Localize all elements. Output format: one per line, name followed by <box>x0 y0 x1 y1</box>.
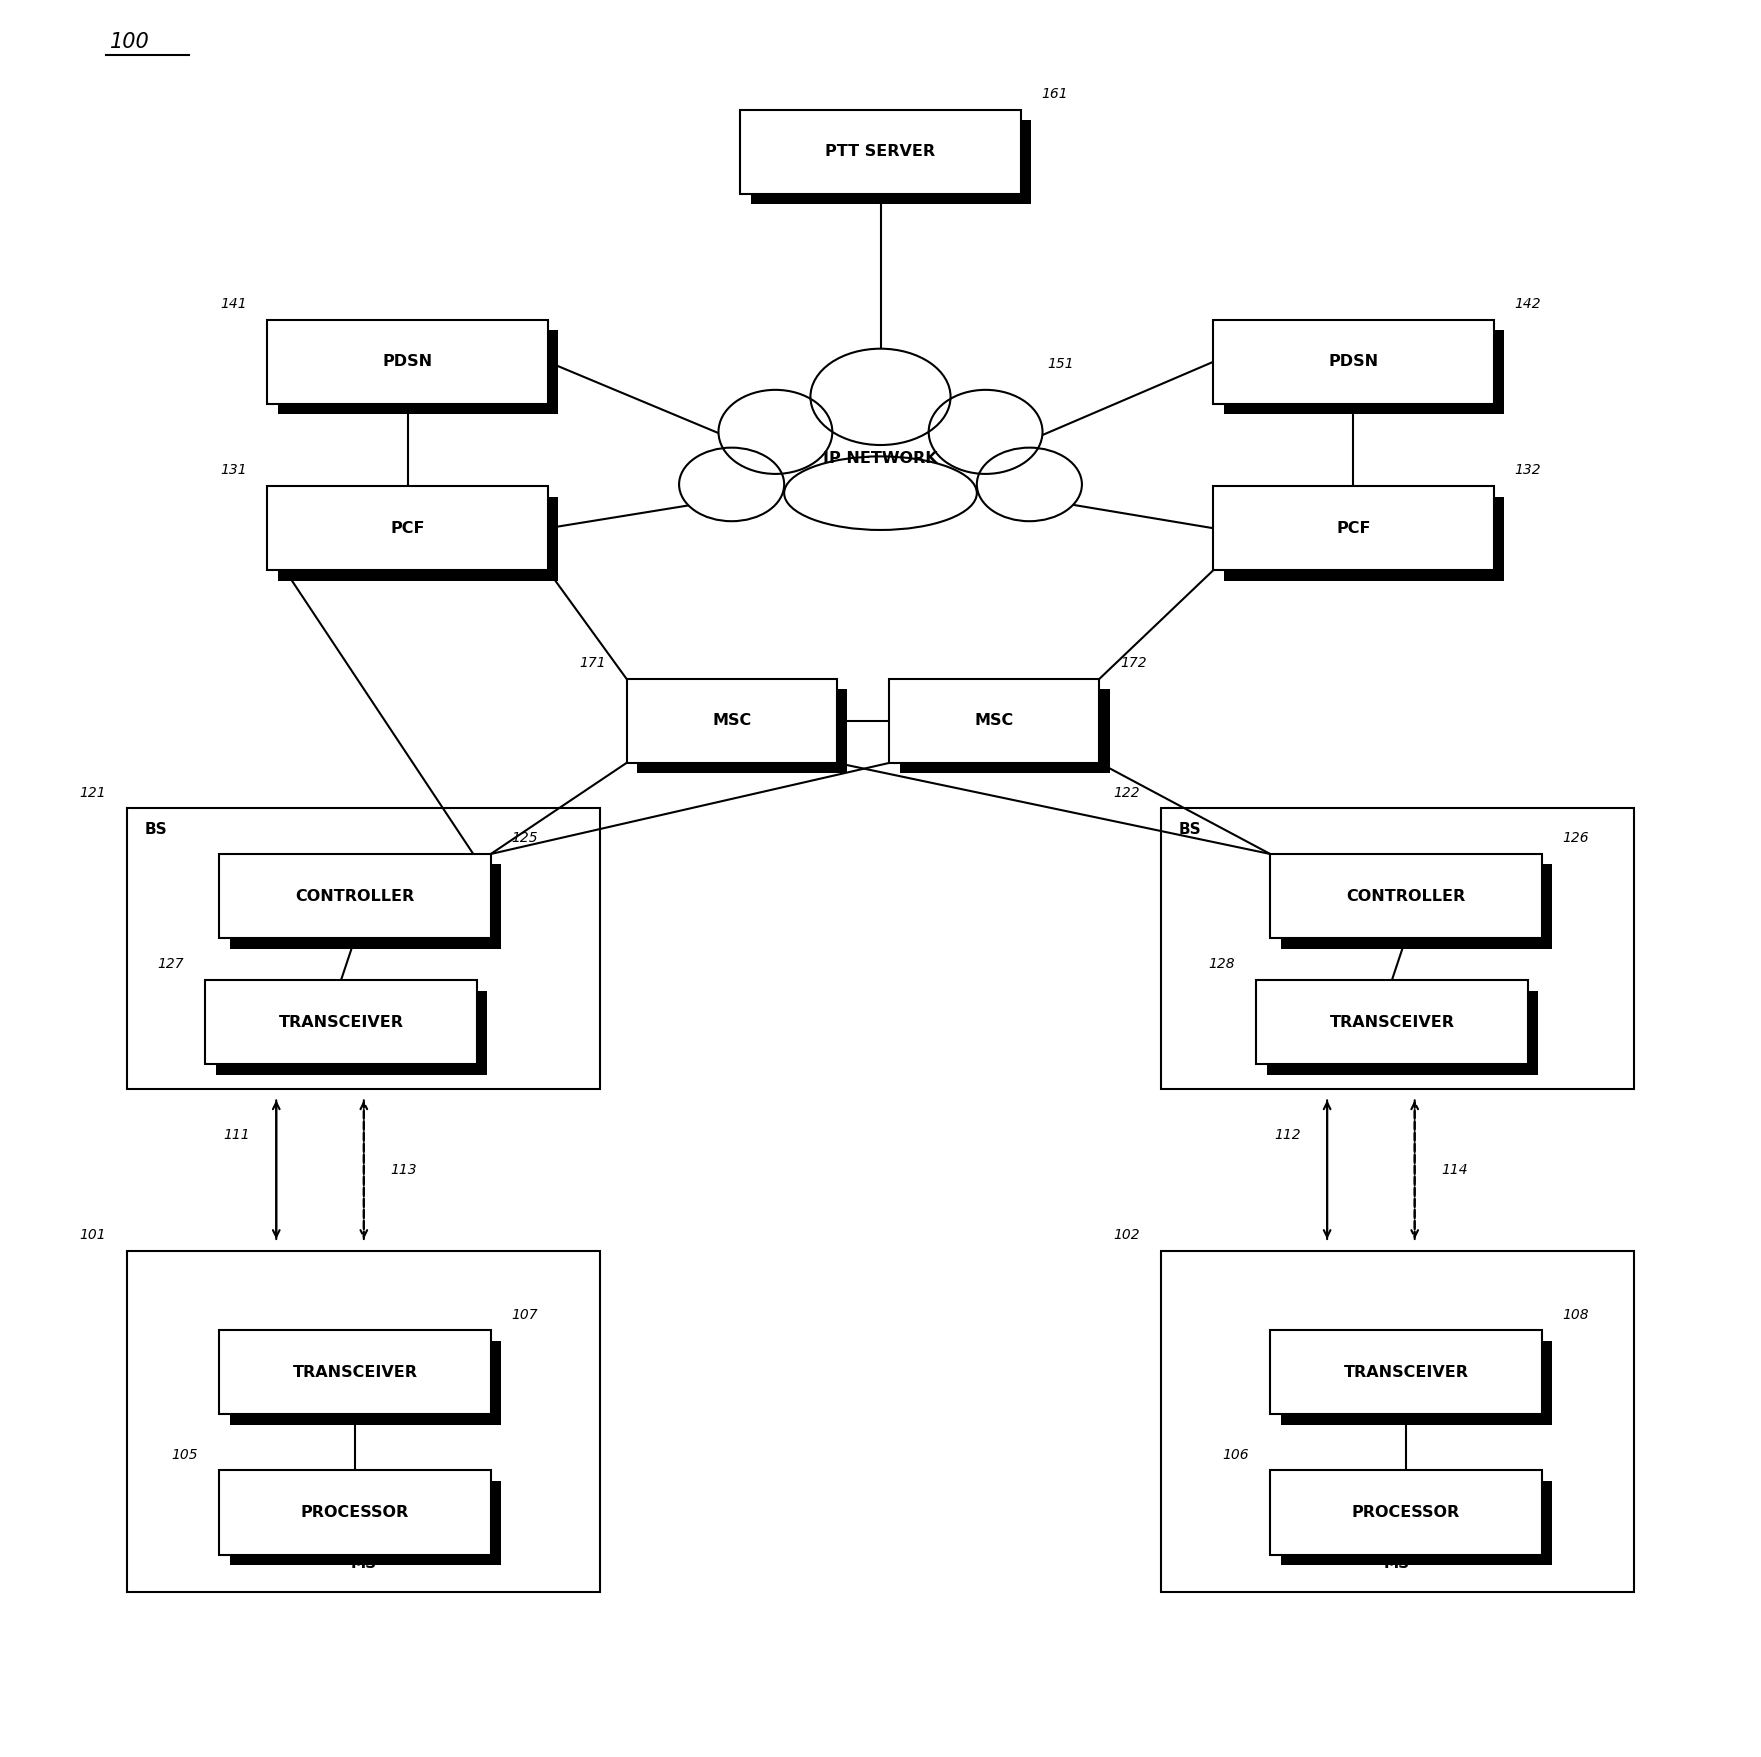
Bar <box>278 330 558 415</box>
Text: PDSN: PDSN <box>382 355 433 369</box>
Bar <box>1266 991 1537 1075</box>
Bar <box>750 119 1032 204</box>
Bar <box>217 991 488 1075</box>
Bar <box>1256 980 1527 1065</box>
Bar <box>1280 1341 1551 1425</box>
Text: BS: BS <box>1178 822 1201 838</box>
Bar <box>127 1251 601 1592</box>
Bar <box>1160 1251 1634 1592</box>
Bar <box>1270 1330 1541 1414</box>
Bar <box>278 497 558 582</box>
Bar <box>1270 854 1541 938</box>
Text: 111: 111 <box>224 1128 250 1142</box>
Bar <box>1160 808 1634 1089</box>
Bar <box>637 689 847 773</box>
Text: PCF: PCF <box>1337 520 1370 536</box>
Text: 105: 105 <box>171 1448 199 1462</box>
Ellipse shape <box>784 457 977 531</box>
Text: MS: MS <box>350 1557 377 1571</box>
Text: 102: 102 <box>1113 1228 1139 1242</box>
Text: 171: 171 <box>579 655 606 669</box>
Text: MSC: MSC <box>976 713 1014 729</box>
Bar <box>231 1341 502 1425</box>
Text: 108: 108 <box>1562 1307 1590 1321</box>
Text: 141: 141 <box>220 297 247 311</box>
Text: 161: 161 <box>1043 86 1069 100</box>
Bar <box>889 678 1099 763</box>
Text: BS: BS <box>144 822 167 838</box>
Bar <box>231 1481 502 1565</box>
Text: MSC: MSC <box>711 713 752 729</box>
Text: 100: 100 <box>109 32 150 51</box>
Bar <box>220 1471 491 1555</box>
Text: 121: 121 <box>79 785 106 799</box>
Text: PCF: PCF <box>391 520 424 536</box>
Bar <box>268 487 548 571</box>
Text: 106: 106 <box>1222 1448 1249 1462</box>
Bar <box>1280 1481 1551 1565</box>
Bar <box>740 109 1021 193</box>
Bar <box>231 864 502 949</box>
Text: TRANSCEIVER: TRANSCEIVER <box>1330 1014 1455 1030</box>
Bar <box>900 689 1109 773</box>
Text: 107: 107 <box>512 1307 539 1321</box>
Text: MS: MS <box>1384 1557 1411 1571</box>
Text: 172: 172 <box>1120 655 1146 669</box>
Text: CONTROLLER: CONTROLLER <box>296 889 414 903</box>
Text: 101: 101 <box>79 1228 106 1242</box>
Text: 122: 122 <box>1113 785 1139 799</box>
Text: 131: 131 <box>220 464 247 478</box>
Ellipse shape <box>810 348 951 445</box>
Ellipse shape <box>680 448 784 522</box>
Ellipse shape <box>977 448 1081 522</box>
Bar <box>1224 497 1504 582</box>
Text: 132: 132 <box>1514 464 1541 478</box>
Bar <box>220 1330 491 1414</box>
Text: IP NETWORK: IP NETWORK <box>822 450 939 466</box>
Bar <box>627 678 836 763</box>
Text: 113: 113 <box>391 1163 417 1177</box>
Text: PTT SERVER: PTT SERVER <box>826 144 935 160</box>
Text: TRANSCEIVER: TRANSCEIVER <box>1344 1365 1469 1379</box>
Text: PROCESSOR: PROCESSOR <box>1352 1506 1460 1520</box>
Bar <box>1213 320 1493 404</box>
Text: PDSN: PDSN <box>1328 355 1379 369</box>
Text: 126: 126 <box>1562 831 1590 845</box>
Text: 112: 112 <box>1275 1128 1301 1142</box>
Bar <box>268 320 548 404</box>
Text: TRANSCEIVER: TRANSCEIVER <box>278 1014 403 1030</box>
Text: PROCESSOR: PROCESSOR <box>301 1506 409 1520</box>
Bar <box>127 808 601 1089</box>
Bar <box>206 980 477 1065</box>
Ellipse shape <box>718 390 833 474</box>
Ellipse shape <box>928 390 1043 474</box>
Text: CONTROLLER: CONTROLLER <box>1347 889 1465 903</box>
Text: 127: 127 <box>158 958 185 972</box>
Text: 125: 125 <box>512 831 539 845</box>
Bar <box>1213 487 1493 571</box>
Bar <box>1280 864 1551 949</box>
Text: 142: 142 <box>1514 297 1541 311</box>
Text: 151: 151 <box>1046 357 1074 371</box>
Text: 114: 114 <box>1440 1163 1467 1177</box>
Text: 128: 128 <box>1208 958 1234 972</box>
Bar <box>1224 330 1504 415</box>
Bar <box>1270 1471 1541 1555</box>
Bar <box>220 854 491 938</box>
Text: TRANSCEIVER: TRANSCEIVER <box>292 1365 417 1379</box>
